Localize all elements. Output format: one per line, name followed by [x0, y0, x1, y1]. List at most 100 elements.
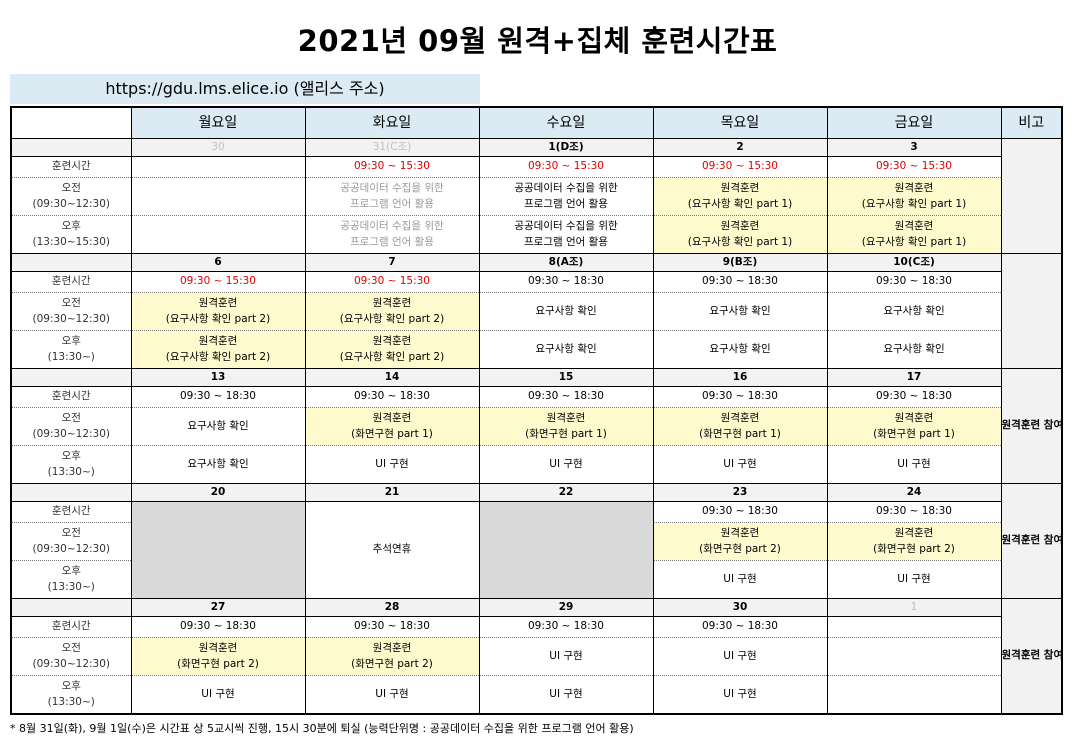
session-cell: UI 구현	[652, 560, 828, 599]
session-cell: 요구사항 확인	[826, 292, 1002, 331]
time-cell: 09:30 ~ 15:30	[304, 271, 480, 293]
date-cell: 17	[826, 368, 1002, 387]
week5-time-row: 훈련시간 09:30 ~ 18:30 09:30 ~ 18:30 09:30 ~…	[10, 616, 1062, 638]
session-cell: 원격훈련 (화면구현 part 2)	[826, 522, 1002, 561]
session-cell: 원격훈련 (요구사항 확인 part 1)	[652, 215, 828, 254]
time-cell: 09:30 ~ 15:30	[130, 271, 306, 293]
am-title: 오전	[61, 527, 81, 540]
session-cell: UI 구현	[826, 560, 1002, 599]
header-tuesday: 화요일	[304, 107, 480, 139]
date-cell: 30	[130, 138, 306, 157]
session-cell: UI 구현	[304, 445, 480, 484]
time-cell: 09:30 ~ 18:30	[478, 271, 654, 293]
week5-am-row: 오전 (09:30~12:30) 원격훈련 (화면구현 part 2) 원격훈련 (화…	[10, 637, 1062, 676]
date-row-label	[10, 368, 132, 387]
date-row-label	[10, 138, 132, 157]
date-cell: 8(A조)	[478, 253, 654, 272]
footnote: * 8월 31일(화), 9월 1일(수)은 시간표 상 5교시씩 진행, 15…	[10, 722, 634, 735]
time-cell: 09:30 ~ 15:30	[304, 156, 480, 178]
pm-title: 오후	[61, 565, 81, 578]
session-cell: UI 구현	[652, 637, 828, 676]
pm-label: 오후 (13:30~)	[10, 675, 132, 714]
week2-am-row: 오전 (09:30~12:30) 원격훈련 (요구사항 확인 part 2) 원격훈…	[10, 292, 1062, 331]
session-cell: UI 구현	[478, 637, 654, 676]
date-cell: 16	[652, 368, 828, 387]
session-cell: UI 구현	[130, 675, 306, 714]
time-label: 훈련시간	[10, 156, 132, 178]
holiday-cell	[130, 501, 306, 599]
date-cell: 24	[826, 483, 1002, 502]
corner-cell	[10, 107, 132, 139]
date-cell: 31(C조)	[304, 138, 480, 157]
header-notes: 비고	[1000, 107, 1063, 139]
header-wednesday: 수요일	[478, 107, 654, 139]
week4-time-row: 훈련시간 추석연휴 09:30 ~ 18:30 09:30 ~ 18:30	[10, 501, 1062, 599]
date-cell: 1	[826, 598, 1002, 617]
date-cell: 23	[652, 483, 828, 502]
date-cell: 21	[304, 483, 480, 502]
session-cell: 요구사항 확인	[130, 445, 306, 484]
pm-label: 오후 (13:30~)	[10, 560, 132, 599]
session-cell: 원격훈련 (화면구현 part 2)	[652, 522, 828, 561]
time-cell	[826, 616, 1002, 638]
session-cell: UI 구현	[304, 675, 480, 714]
session-cell: 원격훈련 (요구사항 확인 part 1)	[652, 177, 828, 216]
time-cell: 09:30 ~ 15:30	[826, 156, 1002, 178]
session-cell	[130, 215, 306, 254]
session-cell: 원격훈련 (요구사항 확인 part 2)	[304, 292, 480, 331]
timetable: 월요일 화요일 수요일 목요일 금요일 비고 30 31(C조) 1(D조) 2…	[10, 106, 1063, 715]
am-title: 오전	[61, 412, 81, 425]
holiday-label-cell: 추석연휴	[304, 501, 480, 599]
pm-label: 오후 (13:30~)	[10, 445, 132, 484]
session-cell: 원격훈련 (화면구현 part 2)	[130, 637, 306, 676]
session-cell: 원격훈련 (화면구현 part 1)	[826, 407, 1002, 446]
am-label: 오전 (09:30~12:30)	[10, 522, 132, 561]
session-cell: 원격훈련 (화면구현 part 1)	[304, 407, 480, 446]
am-title: 오전	[61, 297, 81, 310]
pm-title: 오후	[61, 450, 81, 463]
note-cell	[1000, 138, 1063, 254]
am-range: (09:30~12:30)	[32, 657, 110, 670]
am-label: 오전 (09:30~12:30)	[10, 407, 132, 446]
time-cell: 09:30 ~ 18:30	[478, 616, 654, 638]
date-row-label	[10, 483, 132, 502]
date-cell: 9(B조)	[652, 253, 828, 272]
time-cell: 09:30 ~ 18:30	[130, 616, 306, 638]
date-cell: 7	[304, 253, 480, 272]
am-range: (09:30~12:30)	[32, 542, 110, 555]
lms-url[interactable]: https://gdu.lms.elice.io (앨리스 주소)	[10, 74, 480, 104]
pm-label: 오후 (13:30~)	[10, 330, 132, 369]
session-cell: 요구사항 확인	[130, 407, 306, 446]
time-label: 훈련시간	[10, 616, 132, 638]
week2-time-row: 훈련시간 09:30 ~ 15:30 09:30 ~ 15:30 09:30 ~…	[10, 271, 1062, 293]
session-cell	[826, 637, 1002, 676]
date-cell: 15	[478, 368, 654, 387]
am-label: 오전 (09:30~12:30)	[10, 637, 132, 676]
week2-pm-row: 오후 (13:30~) 원격훈련 (요구사항 확인 part 2) 원격훈련 (요구사…	[10, 330, 1062, 369]
page-title: 2021년 09월 원격+집체 훈련시간표	[297, 24, 778, 58]
session-cell: UI 구현	[652, 675, 828, 714]
session-cell: 원격훈련 (요구사항 확인 part 2)	[130, 330, 306, 369]
pm-title: 오후	[61, 335, 81, 348]
date-cell: 13	[130, 368, 306, 387]
date-cell: 28	[304, 598, 480, 617]
pm-range: (13:30~)	[47, 465, 95, 478]
pm-range: (13:30~)	[47, 695, 95, 708]
week2-date-row: 6 7 8(A조) 9(B조) 10(C조)	[10, 253, 1063, 369]
time-cell: 09:30 ~ 18:30	[652, 386, 828, 408]
date-cell: 10(C조)	[826, 253, 1002, 272]
pm-range: (13:30~15:30)	[32, 235, 110, 248]
date-row-label	[10, 253, 132, 272]
session-cell: 공공데이터 수집을 위한 프로그램 언어 활용	[478, 177, 654, 216]
am-range: (09:30~12:30)	[32, 312, 110, 325]
session-cell: 원격훈련 (화면구현 part 1)	[478, 407, 654, 446]
week3-pm-row: 오후 (13:30~) 요구사항 확인 UI 구현 UI 구현 UI 구현 UI …	[10, 445, 1062, 484]
time-cell: 09:30 ~ 18:30	[478, 386, 654, 408]
week4-pm-row: 오후 (13:30~) UI 구현 UI 구현	[10, 560, 1062, 599]
session-cell: 요구사항 확인	[478, 292, 654, 331]
header-friday: 금요일	[826, 107, 1002, 139]
am-title: 오전	[61, 182, 81, 195]
time-cell: 09:30 ~ 18:30	[304, 386, 480, 408]
